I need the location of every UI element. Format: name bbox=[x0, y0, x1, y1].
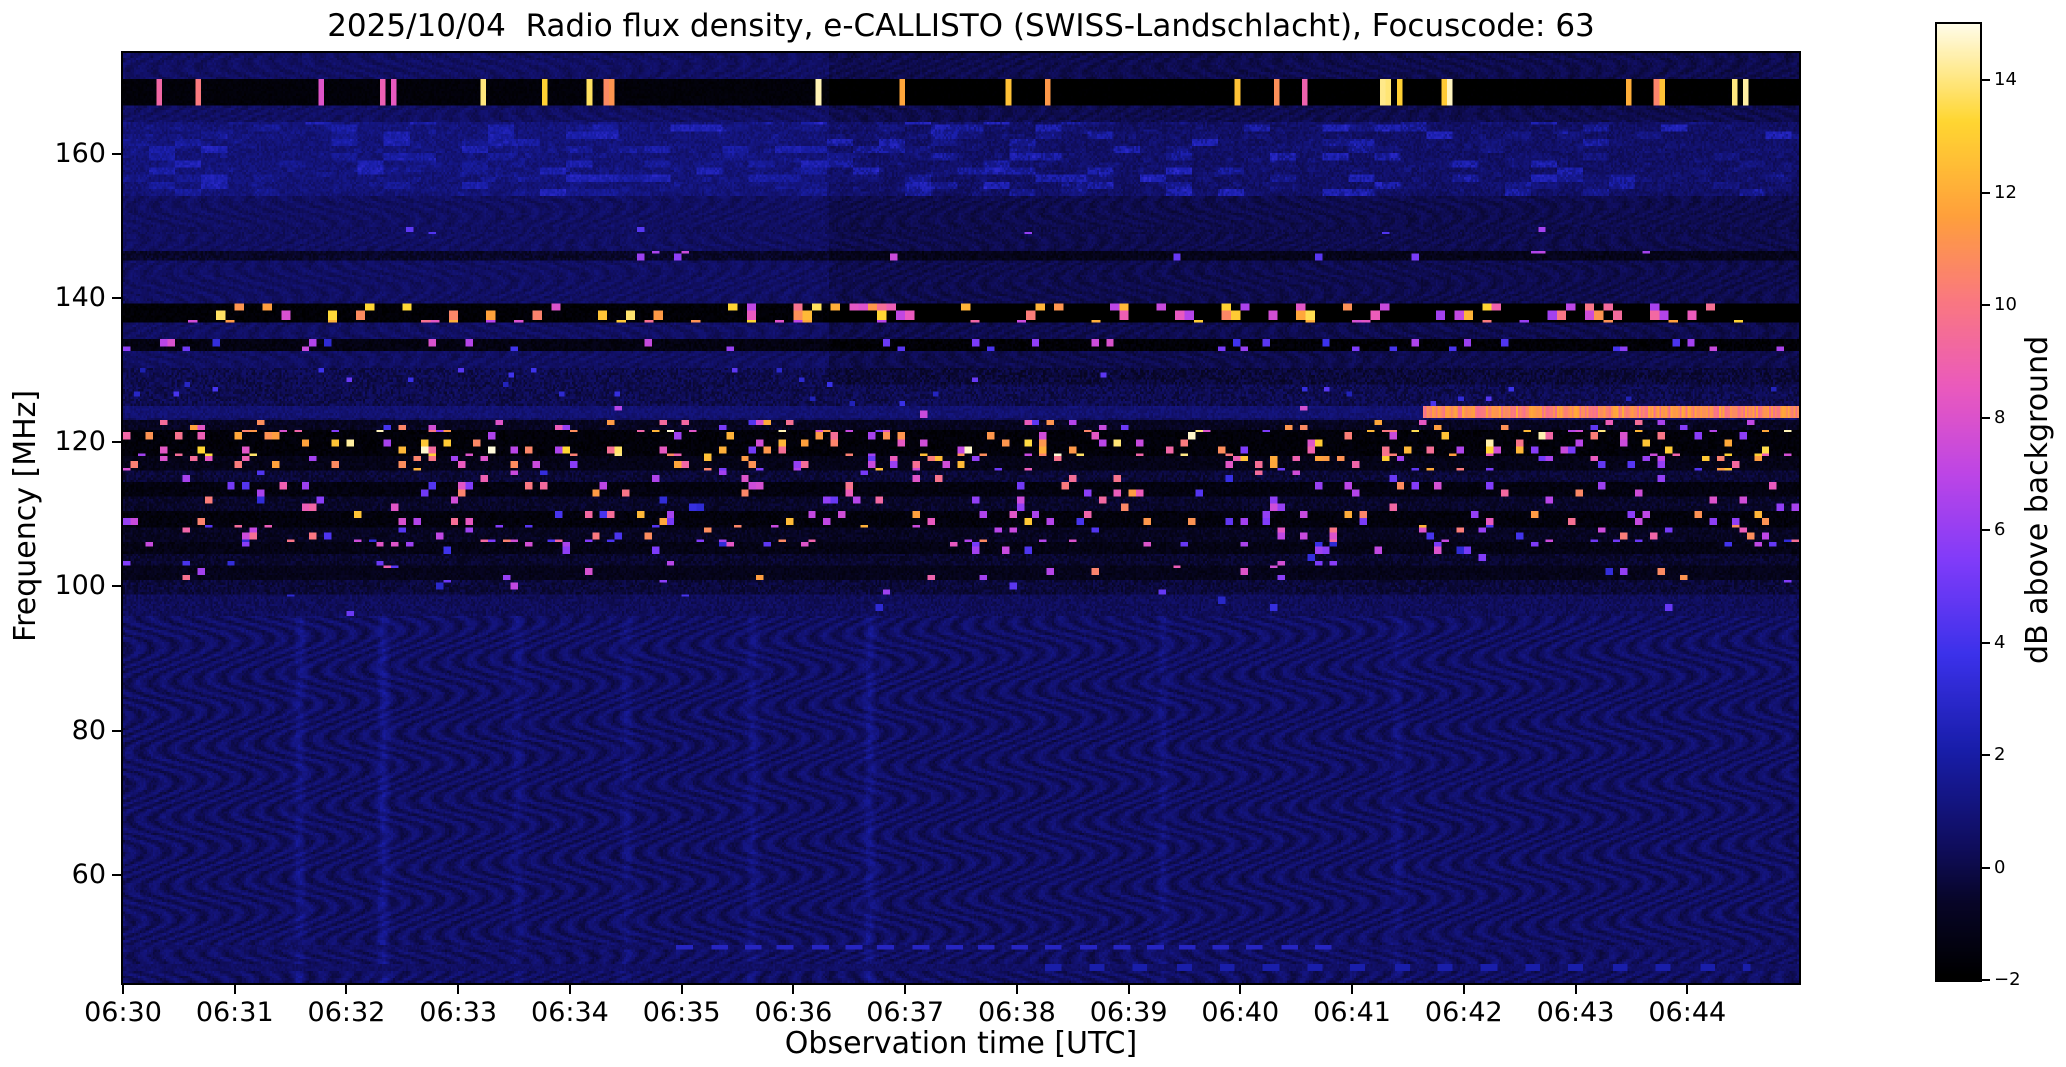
x-tick-mark bbox=[1686, 985, 1689, 994]
y-tick-mark bbox=[112, 297, 121, 300]
x-tick-label: 06:35 bbox=[642, 997, 721, 1028]
y-tick-mark bbox=[112, 585, 121, 588]
colorbar-tick-mark bbox=[1982, 304, 1990, 307]
x-tick-label: 06:31 bbox=[195, 997, 274, 1028]
chart-title: 2025/10/04 Radio flux density, e-CALLIST… bbox=[327, 8, 1595, 44]
x-tick-label: 06:42 bbox=[1424, 997, 1503, 1028]
colorbar-tick-label: 14 bbox=[1994, 69, 2017, 91]
x-tick-mark bbox=[1462, 985, 1465, 994]
x-axis-label: Observation time [UTC] bbox=[784, 1026, 1138, 1061]
y-tick-label: 60 bbox=[71, 858, 106, 890]
x-tick-label: 06:33 bbox=[419, 997, 498, 1028]
y-tick-mark bbox=[112, 873, 121, 876]
x-tick-mark bbox=[457, 985, 460, 994]
colorbar-gradient-canvas bbox=[1937, 24, 1980, 980]
colorbar-tick-mark bbox=[1982, 191, 1990, 194]
x-tick-mark bbox=[1351, 985, 1354, 994]
x-tick-mark bbox=[122, 985, 124, 994]
x-tick-label: 06:40 bbox=[1201, 997, 1280, 1028]
y-tick-label: 80 bbox=[71, 714, 106, 746]
x-tick-label: 06:41 bbox=[1313, 997, 1391, 1028]
y-tick-mark bbox=[112, 152, 121, 155]
y-axis-label: Frequency [MHz] bbox=[8, 389, 43, 643]
colorbar-tick-mark bbox=[1982, 529, 1990, 532]
x-tick-label: 06:44 bbox=[1648, 997, 1727, 1028]
x-tick-label: 06:39 bbox=[1089, 997, 1168, 1028]
colorbar-tick-label: 2 bbox=[1994, 744, 2006, 766]
y-tick-label: 140 bbox=[54, 282, 106, 314]
x-tick-mark bbox=[568, 985, 571, 994]
colorbar-tick-label: 0 bbox=[1994, 856, 2006, 878]
x-tick-mark bbox=[680, 985, 683, 994]
colorbar-tick-label: 6 bbox=[1994, 519, 2006, 541]
x-tick-label: 06:37 bbox=[866, 997, 945, 1028]
x-tick-mark bbox=[1127, 985, 1130, 994]
colorbar-tick-mark bbox=[1982, 79, 1990, 82]
y-tick-label: 120 bbox=[54, 426, 106, 458]
colorbar-tick-mark bbox=[1982, 866, 1990, 869]
spectrogram-canvas bbox=[123, 53, 1799, 983]
plot-area bbox=[121, 51, 1801, 985]
colorbar-tick-label: −2 bbox=[1994, 969, 2021, 990]
y-tick-label: 160 bbox=[54, 137, 106, 169]
colorbar-tick-mark bbox=[1982, 641, 1990, 644]
y-tick-label: 100 bbox=[54, 570, 106, 602]
x-tick-mark bbox=[233, 985, 236, 994]
x-tick-label: 06:38 bbox=[977, 997, 1056, 1028]
x-tick-label: 06:32 bbox=[307, 997, 386, 1028]
x-tick-label: 06:36 bbox=[754, 997, 833, 1028]
y-tick-mark bbox=[112, 729, 121, 732]
y-tick-mark bbox=[112, 441, 121, 444]
colorbar-tick-label: 12 bbox=[1994, 181, 2017, 203]
x-tick-mark bbox=[1239, 985, 1242, 994]
x-tick-label: 06:34 bbox=[531, 997, 609, 1028]
colorbar-tick-mark bbox=[1982, 754, 1990, 757]
x-tick-mark bbox=[792, 985, 795, 994]
x-tick-label: 06:43 bbox=[1536, 997, 1615, 1028]
x-tick-label: 06:30 bbox=[84, 997, 162, 1028]
x-tick-mark bbox=[904, 985, 907, 994]
x-tick-mark bbox=[1574, 985, 1577, 994]
colorbar-tick-mark bbox=[1982, 979, 1990, 981]
colorbar-tick-label: 4 bbox=[1994, 631, 2006, 653]
colorbar-label: dB above background bbox=[2020, 335, 2055, 665]
colorbar-tick-label: 8 bbox=[1994, 406, 2006, 428]
colorbar bbox=[1935, 22, 1982, 982]
x-tick-mark bbox=[345, 985, 348, 994]
colorbar-tick-mark bbox=[1982, 416, 1990, 419]
colorbar-tick-label: 10 bbox=[1994, 294, 2017, 316]
x-tick-mark bbox=[1015, 985, 1018, 994]
